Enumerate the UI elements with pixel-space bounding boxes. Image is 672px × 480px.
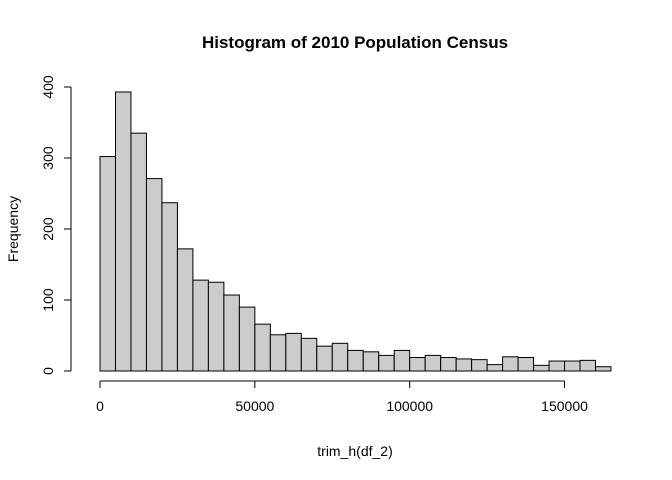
x-tick-label: 100000 — [386, 398, 433, 414]
histogram-bar-22 — [440, 357, 457, 372]
x-tick-label: 50000 — [235, 398, 274, 414]
y-axis-label: Frequency — [5, 196, 21, 262]
x-axis-label: trim_h(df_2) — [317, 443, 392, 459]
histogram-bar-27 — [517, 357, 535, 372]
histogram-bar-3 — [145, 178, 163, 372]
y-tick-label: 300 — [40, 146, 56, 170]
histogram-bar-11 — [269, 334, 287, 372]
y-tick-label: 400 — [40, 75, 56, 99]
histogram-bar-31 — [579, 359, 597, 372]
histogram-bar-26 — [502, 356, 519, 372]
histogram-bar-2 — [130, 132, 147, 372]
y-tick-label: 200 — [40, 217, 56, 241]
histogram-bar-32 — [595, 366, 612, 372]
histogram-bar-13 — [300, 337, 318, 372]
histogram-bar-23 — [455, 358, 473, 372]
histogram-bar-17 — [362, 351, 380, 372]
histogram-bar-30 — [564, 360, 581, 372]
histogram-bar-6 — [192, 279, 209, 372]
histogram-bar-12 — [285, 332, 302, 372]
bars-group — [99, 91, 612, 372]
x-axis: 0 50000 100000 150000 — [96, 380, 588, 414]
histogram-bar-18 — [378, 354, 395, 372]
histogram-bar-28 — [533, 364, 550, 372]
histogram-bar-16 — [347, 349, 364, 372]
histogram-bar-25 — [486, 364, 504, 372]
x-tick-label: 150000 — [541, 398, 588, 414]
histogram-bar-9 — [238, 306, 256, 372]
histogram-bar-24 — [471, 359, 488, 372]
histogram-bar-19 — [393, 349, 411, 372]
histogram-bar-20 — [409, 357, 426, 372]
y-axis: 0 100 200 300 400 — [40, 75, 72, 375]
histogram-bar-10 — [254, 323, 271, 372]
y-tick-label: 0 — [40, 367, 56, 375]
histogram-bar-21 — [424, 354, 442, 372]
histogram-bar-29 — [548, 360, 566, 372]
histogram-bar-15 — [331, 342, 349, 372]
histogram-bar-8 — [223, 294, 240, 372]
y-tick-label: 100 — [40, 288, 56, 312]
chart-title: Histogram of 2010 Population Census — [202, 33, 508, 52]
histogram-bar-0 — [99, 156, 116, 372]
histogram-bar-4 — [161, 202, 178, 372]
histogram-bar-5 — [176, 248, 194, 372]
histogram-bar-7 — [207, 281, 225, 372]
x-tick-label: 0 — [96, 398, 104, 414]
histogram-bar-1 — [114, 91, 132, 372]
histogram-bar-14 — [316, 345, 333, 372]
